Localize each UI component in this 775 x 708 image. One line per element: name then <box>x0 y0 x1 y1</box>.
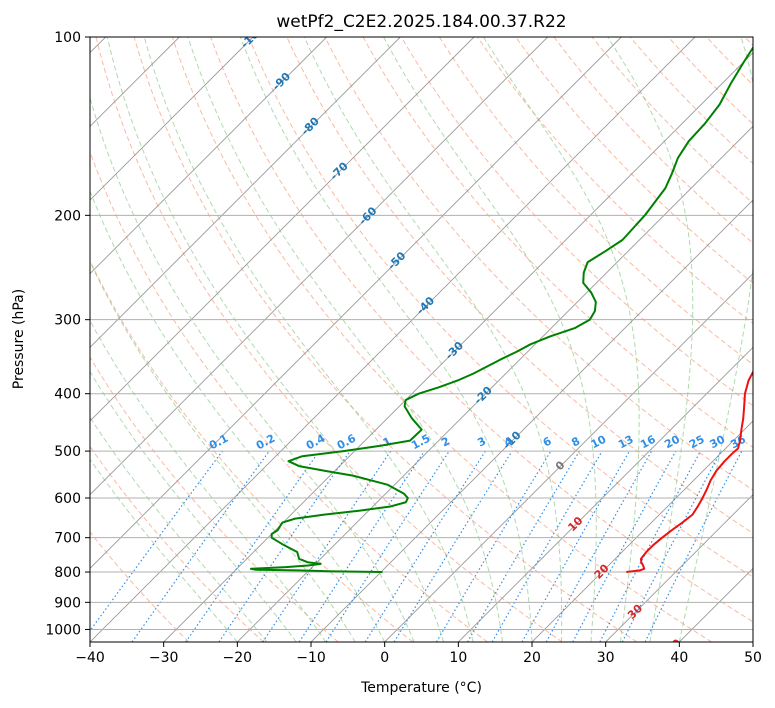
mixing-ratio-line <box>185 450 320 642</box>
isotherm-label: 40 <box>664 636 684 656</box>
dewpoint-trace <box>249 45 753 574</box>
x-tick-label: −10 <box>296 650 326 666</box>
isotherm <box>90 37 327 275</box>
mixing-ratio-line <box>325 450 450 642</box>
x-tick-label: −40 <box>75 650 105 666</box>
moist-adiabat <box>143 37 474 642</box>
mixing-ratio-line <box>90 450 223 632</box>
isotherm <box>458 346 753 642</box>
y-tick-label: 500 <box>54 444 81 460</box>
isotherm <box>605 494 753 642</box>
dry-adiabat <box>324 37 753 491</box>
y-tick-label: 200 <box>54 208 81 224</box>
isotherm <box>90 37 475 422</box>
x-tick-label: 40 <box>670 650 688 666</box>
moist-adiabat <box>106 37 445 642</box>
temperature-trace <box>626 369 753 574</box>
dry-adiabat <box>90 531 190 642</box>
moist-adiabats <box>90 37 753 642</box>
dry-adiabat <box>400 37 753 407</box>
isotherm <box>90 37 548 496</box>
y-tick-label: 700 <box>54 531 81 547</box>
mixing-ratio-lines <box>90 450 743 642</box>
y-tick-label: 300 <box>54 313 81 329</box>
moist-adiabat <box>90 189 386 642</box>
x-tick-label: 30 <box>597 650 615 666</box>
x-axis-label: Temperature (°C) <box>360 680 482 696</box>
mixing-ratio-label: 16 <box>638 433 658 452</box>
dry-adiabat <box>90 150 488 642</box>
x-tick-label: −30 <box>149 650 179 666</box>
dry-adiabat <box>90 445 264 642</box>
mixing-ratio-label: 36 <box>728 433 748 452</box>
mixing-ratio-label: 30 <box>708 433 728 452</box>
dry-adiabat <box>515 37 753 284</box>
moist-adiabat <box>90 319 327 642</box>
x-axis: −40 −30 −20 −10 0 10 20 30 40 50 <box>75 642 762 666</box>
isotherm <box>384 273 753 642</box>
mixing-ratio-line <box>262 450 392 642</box>
y-axis-label: Pressure (hPa) <box>11 289 27 389</box>
isotherm <box>90 37 696 642</box>
moist-adiabat <box>90 260 356 642</box>
moist-adiabat <box>239 37 533 642</box>
moist-adiabat <box>90 458 238 642</box>
isotherm <box>90 37 622 569</box>
pressure-gridlines <box>90 37 753 630</box>
moist-adiabat <box>482 37 640 642</box>
x-tick-label: 20 <box>523 650 541 666</box>
moist-adiabat <box>187 37 504 642</box>
profile-traces <box>249 45 753 574</box>
moist-adiabat <box>678 37 753 642</box>
mixing-ratio-line <box>572 450 677 642</box>
plot-frame <box>89 36 754 643</box>
dry-adiabat <box>133 37 638 642</box>
dry-adiabat <box>210 37 753 623</box>
mixing-ratio-label: 25 <box>687 433 707 452</box>
y-tick-label: 800 <box>54 565 81 581</box>
dry-adiabat <box>248 37 753 578</box>
chart-title: wetPf2_C2E2.2025.184.00.37.R22 <box>276 12 566 32</box>
mixing-ratio-label: 20 <box>662 432 682 451</box>
dry-adiabat <box>171 37 712 642</box>
mixing-ratio-label: 13 <box>616 433 636 452</box>
dry-adiabat <box>95 37 563 642</box>
isotherm <box>310 199 753 642</box>
mixing-ratio-line <box>545 450 653 642</box>
y-tick-label: 400 <box>54 387 81 403</box>
mixing-ratio-line <box>298 450 425 642</box>
moist-adiabat <box>607 37 694 642</box>
y-tick-label: 600 <box>54 491 81 507</box>
moist-adiabat <box>303 37 563 642</box>
mixing-ratio-line <box>521 450 631 642</box>
mixing-ratio-line <box>393 450 513 642</box>
y-tick-label: 1000 <box>45 622 81 638</box>
isotherm <box>90 37 401 348</box>
mixing-ratio-label: 10 <box>589 432 609 451</box>
moist-adiabat <box>383 37 597 642</box>
mixing-ratio-line <box>131 450 270 642</box>
isotherm <box>531 420 753 642</box>
y-axis: 100 200 300 400 500 600 700 800 900 1000 <box>45 30 90 638</box>
dry-adiabat <box>439 37 753 366</box>
x-tick-label: 10 <box>449 650 467 666</box>
mixing-ratio-line <box>644 450 743 642</box>
y-tick-label: 900 <box>54 595 81 611</box>
x-tick-label: −20 <box>223 650 253 666</box>
mixing-ratio-line <box>218 450 351 642</box>
dry-adiabats <box>90 37 753 642</box>
y-tick-label: 100 <box>54 30 81 46</box>
isotherm <box>163 52 753 642</box>
isotherm <box>90 37 254 201</box>
moist-adiabat <box>90 416 268 642</box>
dry-adiabat <box>90 356 339 642</box>
x-tick-label: 50 <box>744 650 762 666</box>
x-tick-label: 0 <box>380 650 389 666</box>
